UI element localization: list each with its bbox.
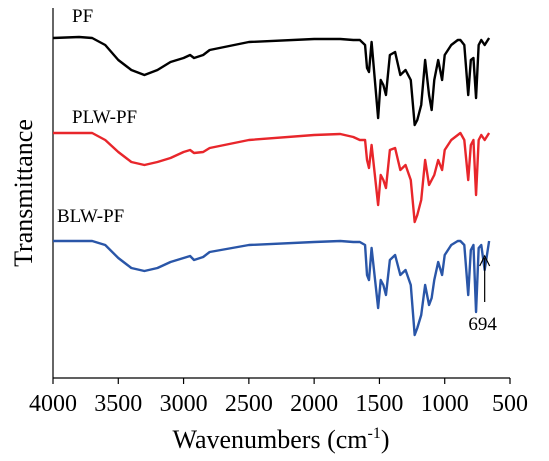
series-label: PF [72, 6, 93, 27]
x-tick-label: 500 [492, 391, 528, 417]
x-tick-label: 2500 [225, 391, 273, 417]
y-axis-label: Transmittance [9, 119, 38, 267]
x-axis-label-sup: -1 [368, 425, 381, 442]
spectrum-line [53, 239, 491, 337]
annotation-label: 694 [468, 314, 497, 335]
spectrum-line [53, 131, 491, 224]
x-tick-label: 3000 [160, 391, 208, 417]
x-tick-label: 4000 [29, 391, 77, 417]
series-label: BLW-PF [57, 206, 124, 227]
x-tick-label: 2000 [290, 391, 338, 417]
x-axis-label-main: Wavenumbers (cm [173, 425, 368, 454]
x-tick-label: 3500 [94, 391, 142, 417]
x-tick-label: 1500 [355, 391, 403, 417]
x-tick-label: 1000 [421, 391, 469, 417]
x-axis-label-tail: ) [381, 425, 390, 454]
x-axis-label: Wavenumbers (cm-1) [173, 425, 390, 454]
annotation-arrowhead [479, 254, 491, 267]
spectrum-line [52, 35, 491, 127]
series-label: PLW-PF [72, 107, 137, 128]
